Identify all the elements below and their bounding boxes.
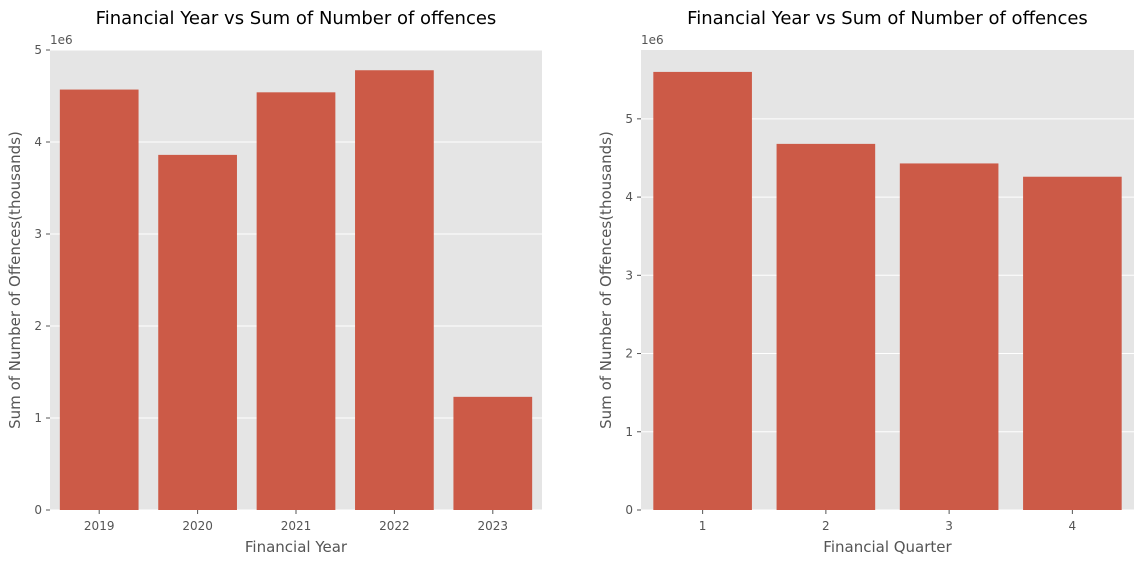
x-tick-label: 4 (1069, 519, 1077, 533)
x-tick-label: 2023 (478, 519, 509, 533)
bar (59, 89, 139, 510)
y-tick-label: 1 (34, 411, 42, 425)
bar (158, 154, 237, 510)
chart-by-financial-quarter: 0 1 2 3 4 5 1 2 3 4 Financial Year vs Sum of Numbe… (597, 8, 1134, 556)
y-tick-label: 1 (625, 425, 633, 439)
y-tick-label: 2 (34, 319, 42, 333)
x-tick-label: 2020 (182, 519, 213, 533)
x-axis-label: Financial Quarter (823, 538, 952, 556)
y-tick-label: 4 (34, 135, 42, 149)
x-tick-label: 2019 (84, 519, 115, 533)
bar (355, 70, 434, 511)
y-tick-label: 4 (625, 190, 633, 204)
chart-by-financial-year: 0 1 2 3 4 5 2019 2020 2021 2022 2023 Financial Year… (6, 8, 542, 556)
x-tick-label: 2022 (379, 519, 410, 533)
x-tick-label: 2 (822, 519, 830, 533)
chart-title: Financial Year vs Sum of Number of offen… (96, 8, 497, 29)
bar (899, 163, 999, 511)
y-tick-label: 2 (625, 347, 633, 361)
y-tick-label: 3 (625, 268, 633, 282)
y-axis-label: Sum of Number of Offences(thousands) (6, 131, 24, 429)
bar (1023, 176, 1122, 511)
y-tick-label: 0 (625, 503, 633, 517)
bar (256, 92, 336, 510)
y-tick-label: 5 (625, 112, 633, 126)
x-tick-label: 3 (945, 519, 953, 533)
y-axis-label: Sum of Number of Offences(thousands) (597, 131, 615, 429)
y-tick-label: 0 (34, 503, 42, 517)
x-tick-label: 2021 (281, 519, 312, 533)
y-offset-label: 1e6 (50, 33, 73, 47)
y-tick-label: 5 (34, 43, 42, 57)
bar (453, 396, 533, 510)
bar (776, 143, 876, 510)
y-offset-label: 1e6 (641, 33, 664, 47)
y-tick-label: 3 (34, 227, 42, 241)
bar (653, 71, 752, 511)
x-axis-label: Financial Year (245, 538, 348, 556)
x-tick-label: 1 (699, 519, 707, 533)
chart-title: Financial Year vs Sum of Number of offen… (687, 8, 1088, 29)
